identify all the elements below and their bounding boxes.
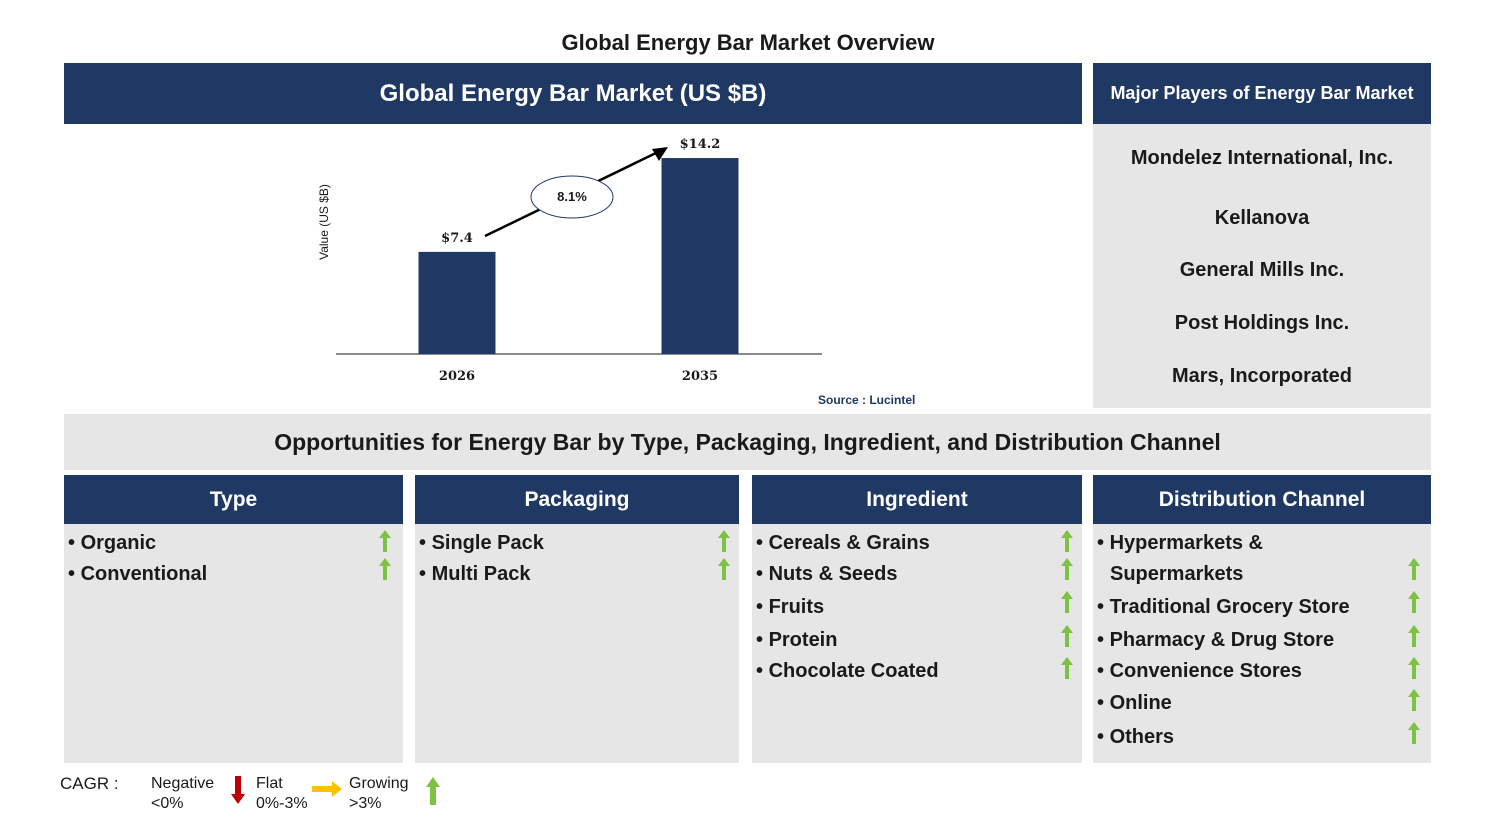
growth-arrow-icon [1408, 591, 1420, 613]
bar-chart: Value (US $B) $7.4 2026 $14.2 2035 8.1% [317, 137, 822, 384]
y-axis-label: Value (US $B) [317, 184, 331, 260]
segment-panel-type: • Organic • Conventional [64, 524, 403, 763]
players-header: Major Players of Energy Bar Market [1093, 63, 1431, 124]
list-item: • Conventional [68, 563, 208, 585]
player-item: Post Holdings Inc. [1174, 312, 1350, 334]
flat-arrow-icon [312, 781, 342, 797]
growth-arrow-icon [1408, 722, 1420, 744]
list-item: • Organic [68, 532, 157, 554]
negative-arrow-icon [231, 776, 245, 804]
growth-arrow-icon [1408, 657, 1420, 679]
growth-arrow-head [652, 147, 668, 161]
list-item-continued: Supermarkets [1110, 563, 1244, 585]
segment-header-type: Type [64, 475, 403, 524]
list-item: • Hypermarkets & [1097, 532, 1263, 554]
list-item: • Convenience Stores [1097, 660, 1302, 682]
growth-arrow-icon [1061, 657, 1073, 679]
page-title: Global Energy Bar Market Overview [561, 30, 935, 55]
chart-header: Global Energy Bar Market (US $B) [64, 63, 1082, 124]
list-item: • Online [1097, 692, 1172, 714]
list-item: • Multi Pack [419, 563, 531, 585]
growth-arrow-icon [1061, 558, 1073, 580]
players-panel: Mondelez International, Inc. Kellanova G… [1093, 124, 1431, 408]
list-item: • Chocolate Coated [756, 660, 939, 682]
cagr-label: CAGR : [60, 774, 119, 793]
player-item: Kellanova [1214, 207, 1310, 229]
legend-growing: Growing >3% [349, 775, 409, 812]
x-tick-label: 2035 [682, 369, 718, 384]
list-item: • Others [1097, 726, 1175, 748]
bar-2035 [661, 158, 739, 354]
growth-arrow-icon [1061, 625, 1073, 647]
legend-flat: Flat 0%-3% [256, 775, 308, 812]
list-item: • Fruits [756, 596, 825, 618]
segment-header-ingredient: Ingredient [752, 475, 1082, 524]
bar-2026 [418, 251, 496, 354]
growth-arrow-icon [1061, 591, 1073, 613]
growth-arrow-icon [1408, 558, 1420, 580]
growth-arrow-icon [718, 558, 730, 580]
growth-arrow-icon [379, 530, 391, 552]
player-item: Mondelez International, Inc. [1130, 147, 1394, 169]
growth-arrow-icon [1408, 689, 1420, 711]
legend-negative: Negative <0% [151, 775, 215, 812]
cagr-ellipse [530, 175, 614, 219]
segment-panel-ingredient: • Cereals & Grains • Nuts & Seeds • Frui… [752, 524, 1082, 763]
segment-panel-distribution-channel: • Hypermarkets & Supermarkets • Traditio… [1093, 524, 1431, 763]
source-note: Source : Lucintel [818, 393, 916, 407]
growth-arrow-icon [1408, 625, 1420, 647]
list-item: • Protein [756, 629, 838, 651]
growth-arrow-icon [1061, 530, 1073, 552]
segment-panel-packaging: • Single Pack • Multi Pack [415, 524, 739, 763]
value-label: $7.4 [441, 231, 473, 246]
segment-header-packaging: Packaging [415, 475, 739, 524]
player-item: Mars, Incorporated [1171, 365, 1353, 387]
growth-arrow-icon [379, 558, 391, 580]
player-item: General Mills Inc. [1179, 259, 1345, 281]
list-item: • Cereals & Grains [756, 532, 930, 554]
segment-header-distribution-channel: Distribution Channel [1093, 475, 1431, 524]
list-item: • Nuts & Seeds [756, 563, 898, 585]
list-item: • Pharmacy & Drug Store [1097, 629, 1335, 651]
cagr-annotation: 8.1% [557, 189, 587, 204]
growing-arrow-icon [426, 777, 440, 805]
x-tick-label: 2026 [439, 369, 475, 384]
growth-arrow-icon [718, 530, 730, 552]
list-item: • Single Pack [419, 532, 544, 554]
opportunities-title: Opportunities for Energy Bar by Type, Pa… [64, 414, 1431, 470]
value-label: $14.2 [680, 137, 721, 152]
list-item: • Traditional Grocery Store [1097, 596, 1350, 618]
